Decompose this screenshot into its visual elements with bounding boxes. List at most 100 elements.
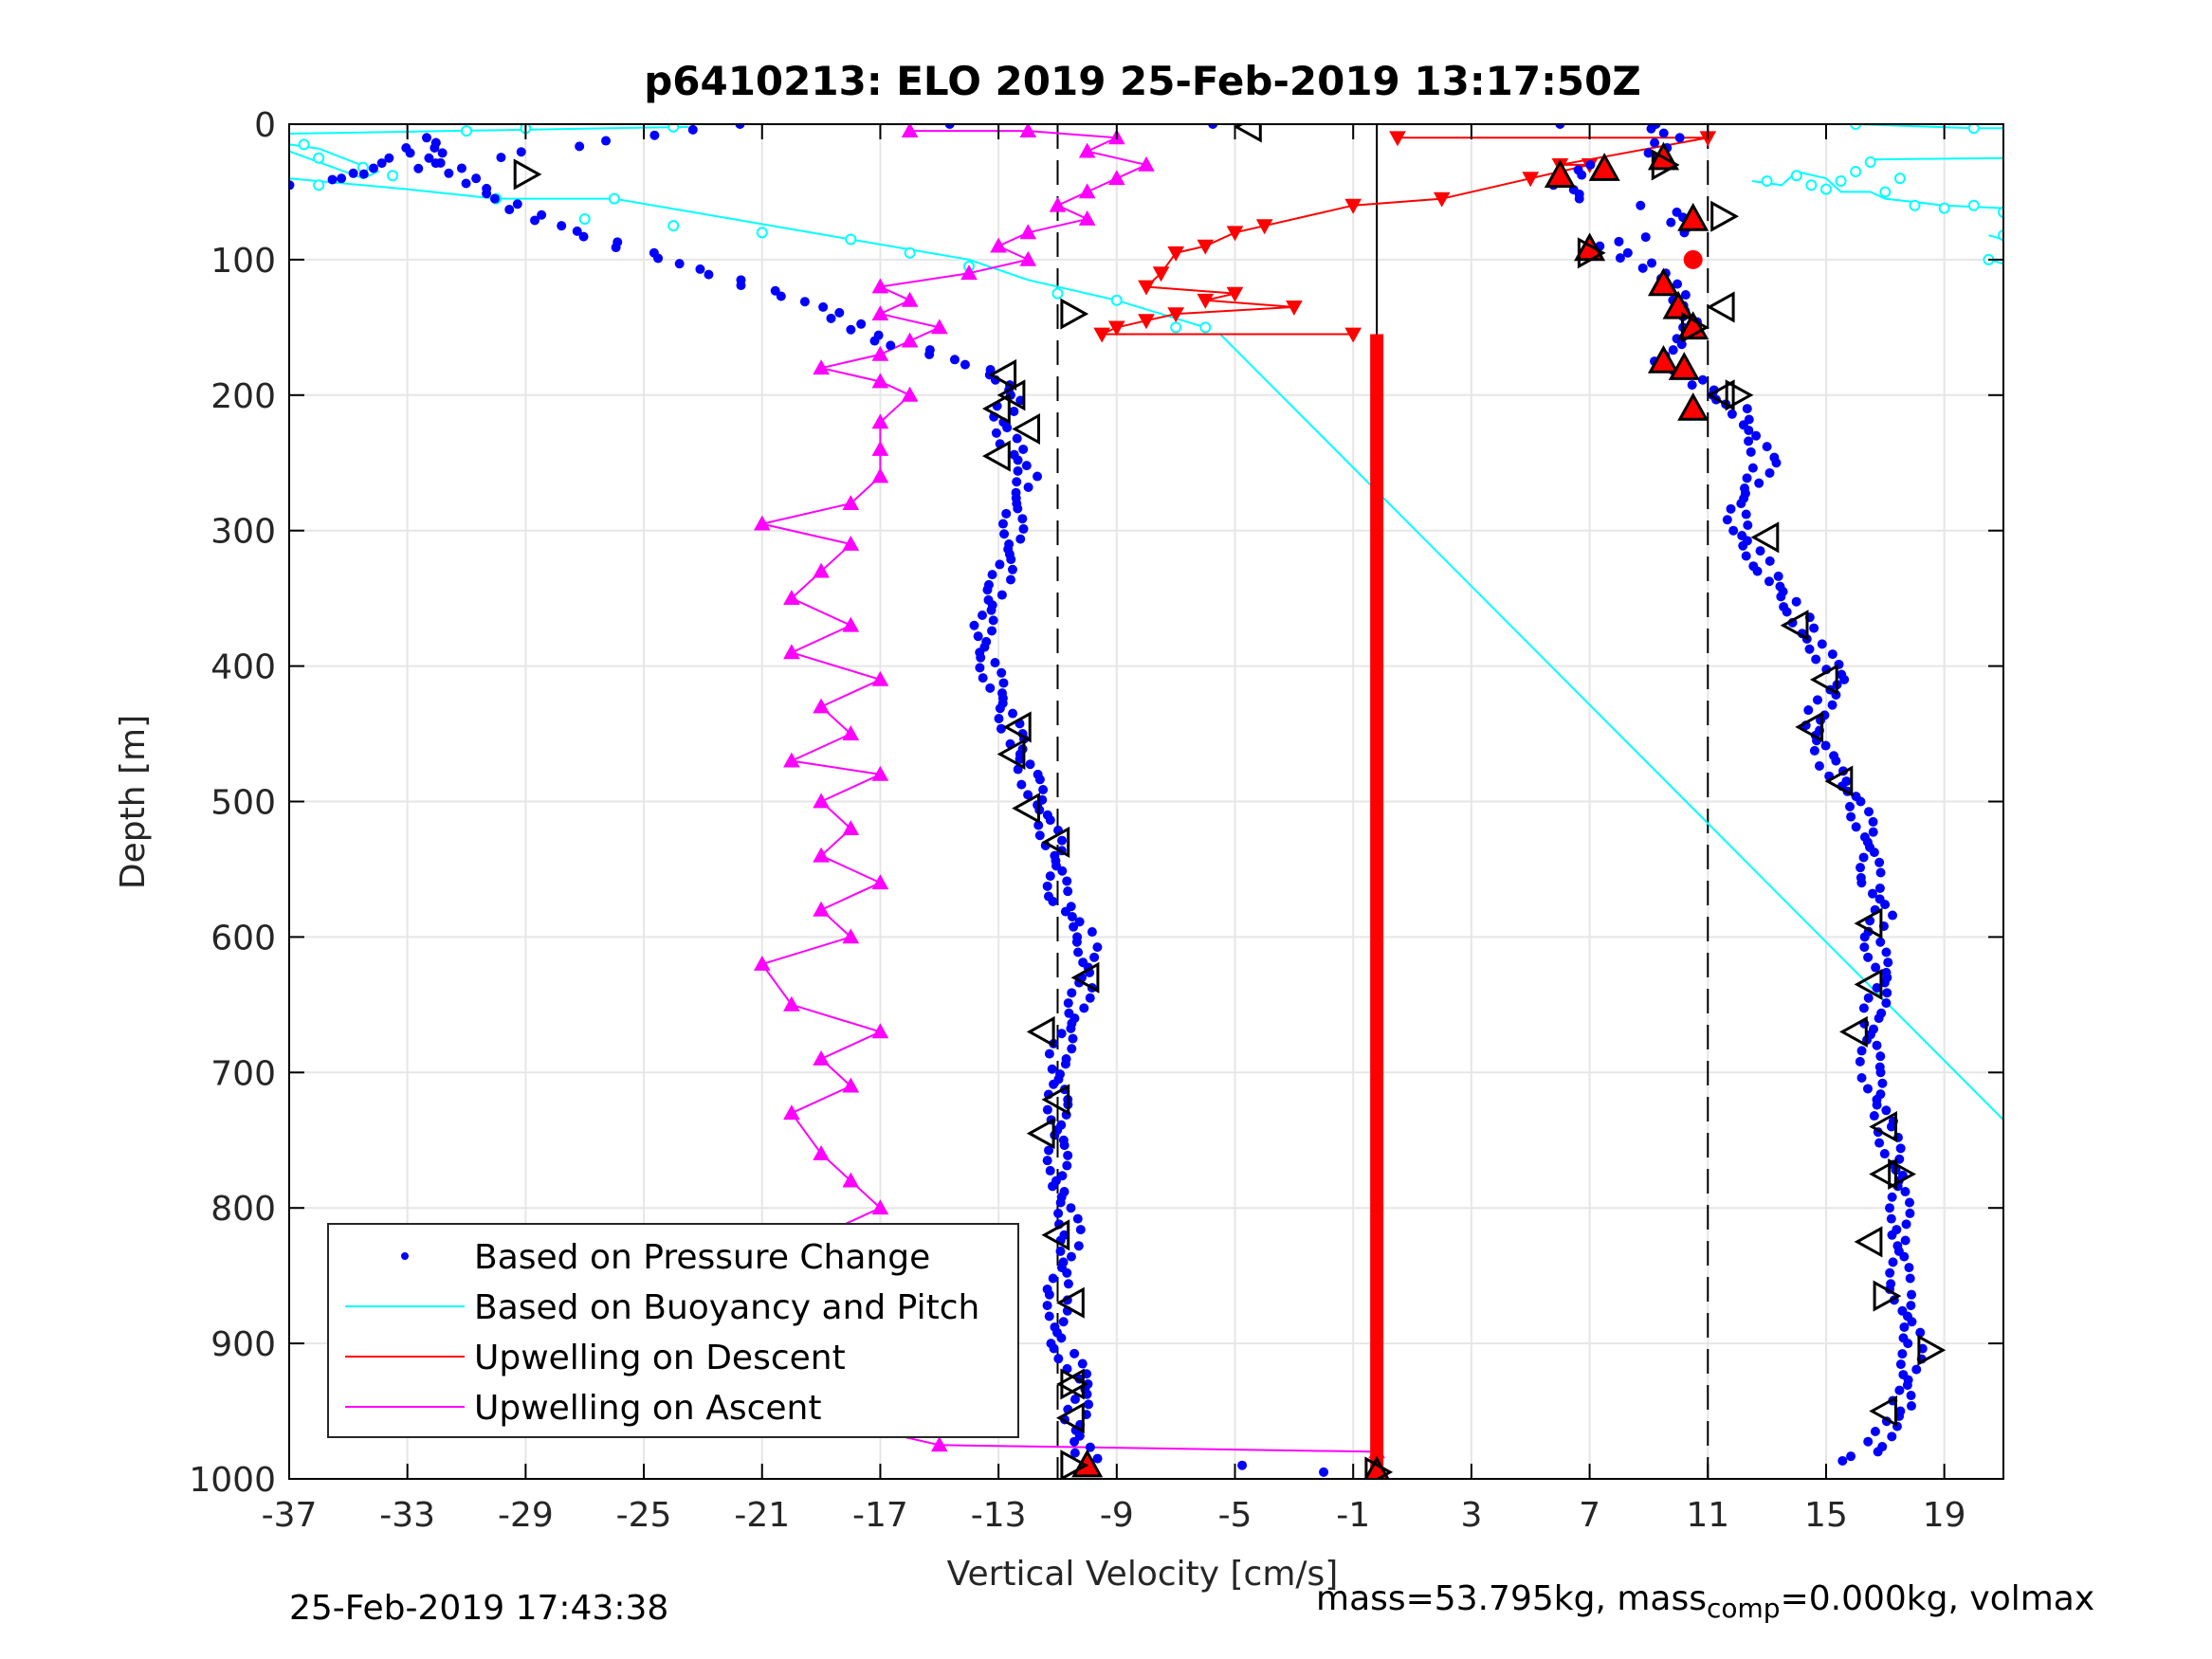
pressure-descent-point — [1827, 700, 1837, 710]
descent-upwelling-point — [1197, 293, 1215, 309]
pressure-descent-point — [1875, 1067, 1886, 1078]
descent-upwelling-point — [1167, 246, 1185, 262]
y-tick-label: 0 — [254, 106, 276, 145]
ascent-upwelling-point — [813, 847, 830, 863]
ascent-upwelling-point — [871, 440, 889, 456]
pressure-ascent-point — [799, 297, 810, 307]
pressure-ascent-point — [1087, 927, 1097, 938]
pressure-ascent-point — [1009, 449, 1019, 460]
pressure-ascent-point — [975, 663, 985, 673]
pressure-ascent-point — [437, 148, 448, 158]
descent-upwelling-point — [1226, 226, 1244, 242]
x-tick-label: -37 — [262, 1496, 318, 1535]
y-tick-label: 300 — [210, 513, 276, 552]
pressure-descent-point — [1736, 499, 1746, 509]
turn-marker-right — [1888, 1158, 1916, 1191]
pressure-ascent-point — [1042, 1156, 1052, 1166]
pressure-ascent-point — [1055, 1069, 1066, 1080]
buoyancy-point — [1819, 183, 1832, 195]
pressure-descent-point — [1762, 442, 1772, 452]
x-tick-label: 3 — [1460, 1496, 1482, 1535]
pressure-ascent-point — [327, 174, 338, 185]
pressure-ascent-point — [1042, 1301, 1052, 1311]
pressure-descent-point — [1887, 1431, 1897, 1442]
descent-upwelling-point — [1344, 198, 1362, 214]
pressure-descent-point — [1859, 932, 1870, 942]
footer-mass-info: mass=53.795kg, masscomp=0.000kg, volmax — [1316, 1579, 2094, 1624]
ascent-upwelling-point — [901, 386, 919, 402]
pressure-descent-point — [1668, 345, 1678, 356]
ascent-upwelling-point — [871, 1023, 889, 1039]
pressure-ascent-point — [1048, 1273, 1058, 1284]
pressure-ascent-point — [1092, 942, 1103, 953]
pressure-ascent-point — [1319, 1467, 1329, 1477]
turn-marker-left — [1012, 793, 1040, 825]
pressure-ascent-point — [601, 136, 612, 146]
pressure-ascent-point — [924, 345, 935, 356]
pressure-ascent-point — [471, 173, 482, 184]
descent-marker-triangle — [1668, 352, 1700, 380]
pressure-descent-point — [1839, 674, 1850, 684]
pressure-descent-point — [1886, 1213, 1896, 1224]
buoyancy-point — [1938, 202, 1950, 214]
pressure-ascent-point — [834, 307, 845, 318]
buoyancy-point — [1051, 287, 1064, 300]
y-tick-label: 900 — [210, 1325, 276, 1364]
pressure-descent-point — [1809, 623, 1819, 633]
pressure-ascent-point — [1004, 538, 1015, 549]
buoyancy-point — [1909, 199, 1921, 211]
ascent-upwelling-point — [1138, 155, 1155, 172]
pressure-descent-point — [1894, 1385, 1905, 1395]
legend-entry-buoyancy: Based on Buoyancy and Pitch — [474, 1288, 979, 1327]
turn-marker-right — [1725, 379, 1754, 411]
descent-upwelling-point — [1389, 131, 1406, 147]
pressure-ascent-point — [537, 210, 547, 220]
pressure-descent-point — [1851, 822, 1861, 832]
turn-marker-left — [988, 358, 1017, 391]
turn-marker-left — [1041, 1219, 1070, 1251]
pressure-ascent-point — [1069, 1348, 1080, 1358]
pressure-ascent-point — [826, 313, 836, 323]
pressure-descent-point — [1814, 760, 1824, 771]
pressure-ascent-point — [456, 163, 466, 173]
pressure-ascent-point — [1077, 1358, 1088, 1369]
legend-box — [327, 1223, 1019, 1438]
pressure-descent-point — [1905, 1273, 1915, 1284]
pressure-ascent-point — [1033, 820, 1044, 830]
pressure-ascent-point — [995, 559, 1005, 570]
pressure-descent-point — [1791, 596, 1801, 607]
pressure-ascent-point — [695, 264, 705, 274]
ascent-upwelling-point — [783, 752, 800, 768]
ascent-upwelling-point — [901, 332, 919, 348]
pressure-ascent-point — [997, 519, 1008, 529]
x-tick-label: -13 — [971, 1496, 1027, 1535]
pressure-descent-point — [1673, 279, 1683, 289]
turn-marker-left — [1706, 291, 1735, 323]
ascent-upwelling-point — [871, 1199, 889, 1215]
pressure-ascent-point — [405, 148, 415, 158]
y-tick-label: 600 — [210, 919, 276, 957]
descent-marker-triangle — [1588, 153, 1620, 181]
pressure-ascent-point — [1058, 1317, 1069, 1327]
pressure-descent-point — [1900, 1235, 1910, 1246]
turn-marker-left — [1026, 1118, 1055, 1150]
pressure-descent-point — [1858, 1003, 1869, 1013]
pressure-descent-point — [1754, 478, 1764, 488]
pressure-descent-point — [1574, 193, 1584, 204]
pressure-ascent-point — [1046, 1339, 1056, 1349]
pressure-descent-point — [1856, 1073, 1867, 1084]
ascent-upwelling-point — [842, 1077, 860, 1093]
pressure-descent-point — [1855, 1056, 1865, 1066]
chart-title: p6410213: ELO 2019 25-Feb-2019 13:17:50Z — [644, 58, 1641, 104]
pressure-descent-point — [1863, 952, 1874, 962]
ascent-upwelling-point — [813, 1144, 830, 1160]
pressure-descent-point — [1837, 1455, 1848, 1466]
ascent-upwelling-point — [813, 793, 830, 809]
buoyancy-point — [1879, 186, 1892, 198]
pressure-descent-point — [1804, 644, 1815, 654]
pressure-descent-point — [1867, 888, 1877, 899]
pressure-ascent-point — [1050, 1322, 1060, 1332]
pressure-descent-point — [1722, 515, 1732, 525]
pressure-descent-point — [1887, 1230, 1897, 1240]
